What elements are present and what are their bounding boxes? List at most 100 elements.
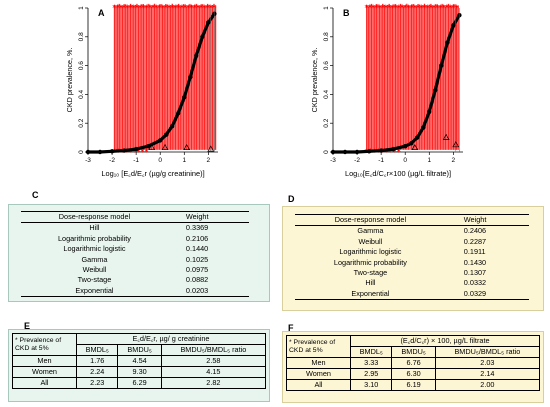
- panel-letter-c: C: [32, 190, 39, 200]
- model-name: Two-stage: [77, 275, 112, 285]
- x-tick-label: -1: [133, 157, 139, 164]
- band-star-top: ✶: [137, 3, 143, 11]
- group-header: E꜀d/E꜀r, µg/ g creatinine: [76, 333, 266, 345]
- band-star-top: ✶: [370, 3, 376, 11]
- table-f-panel: * Prevalence of CKD at 5% (E꜀d/C꜀r) × 10…: [282, 331, 544, 403]
- group-label: All: [286, 379, 351, 391]
- band-star-top: ✶: [208, 3, 214, 11]
- band-star-top: ✶: [383, 3, 389, 11]
- table-row: Logarithmic logistic 0.1440: [21, 244, 249, 254]
- x-tick-label: 1: [182, 157, 186, 164]
- band-star-top: ✶: [166, 3, 172, 11]
- model-name: Logarithmic logistic: [63, 244, 126, 254]
- x-tick-label: -2: [109, 157, 115, 164]
- model-name: Weibull: [82, 265, 107, 275]
- data-point: [409, 141, 414, 146]
- table-row: All 3.10 6.19 2.00: [286, 379, 541, 391]
- band-star-top: ✶: [156, 3, 162, 11]
- band-star-top: ✶: [131, 3, 137, 11]
- band-star-top: ✶: [415, 3, 421, 11]
- band-star-top: ✶: [402, 3, 408, 11]
- band-star-top: ✶: [428, 3, 434, 11]
- data-point: [145, 144, 151, 149]
- col-header-bmdu: BMDU₅: [117, 344, 162, 356]
- table-d-panel: Dose-response model Weight Gamma 0.2406 We…: [282, 206, 544, 311]
- bmdl-value: 2.24: [75, 366, 119, 378]
- band-star-top: ✶: [112, 3, 118, 11]
- x-tick-label: -3: [85, 157, 91, 164]
- band-star-top: ✶: [124, 3, 130, 11]
- bmd-table-f: * Prevalence of CKD at 5% (E꜀d/C꜀r) × 10…: [286, 335, 541, 391]
- data-point: [342, 149, 348, 155]
- corner-header: * Prevalence of CKD at 5%: [12, 333, 77, 356]
- table-row: Exponential 0.0329: [295, 289, 529, 300]
- band-star-top: ✶: [425, 3, 431, 11]
- table-row: Two-stage 0.0882: [21, 275, 249, 285]
- model-weight: 0.3369: [185, 223, 209, 233]
- data-point: [366, 149, 372, 154]
- table-row: Weibull 0.2287: [295, 237, 529, 247]
- table-row: Logarithmic probability 0.1430: [295, 258, 529, 268]
- band-star-top: ✶: [211, 3, 217, 11]
- band-star-top: ✶: [182, 3, 188, 11]
- bmd-table-e: * Prevalence of CKD at 5% E꜀d/E꜀r, µg/ g…: [12, 333, 267, 389]
- observed-triangle: [442, 133, 450, 140]
- table-row: Hill 0.3369: [21, 223, 249, 234]
- band-star-top: ✶: [438, 3, 444, 11]
- data-point: [206, 20, 211, 25]
- band-star-top: ✶: [431, 3, 437, 11]
- x-tick-label: -3: [330, 157, 336, 164]
- band-star-top: ✶: [405, 3, 411, 11]
- data-point: [97, 149, 103, 155]
- x-axis-label: Log₁₀ [E꜀d/E꜀r (µg/g creatinine)]: [101, 169, 204, 178]
- bmdl-value: 3.33: [349, 357, 393, 369]
- data-point: [109, 149, 115, 154]
- bmdu-value: 6.19: [391, 379, 436, 391]
- band-star-top: ✶: [173, 3, 179, 11]
- header-model: Dose-response model: [21, 211, 168, 224]
- band-star-bottom: ✶: [396, 147, 402, 155]
- data-point: [451, 23, 456, 28]
- data-point: [200, 34, 205, 39]
- y-axis-label: CKD prevalence, %.: [310, 48, 319, 113]
- x-axis-label: Log₁₀[E꜀d/C꜀r×100 (µg/L filtrate)]: [345, 169, 451, 178]
- data-point: [415, 135, 420, 140]
- observed-triangle: [411, 143, 419, 151]
- band-star-top: ✶: [198, 3, 204, 11]
- table-row: Men 3.33 6.76 2.03: [286, 357, 541, 369]
- band-star-top: ✶: [150, 3, 156, 11]
- band-star-top: ✶: [422, 3, 428, 11]
- chart-a: 00.20.40.60.81-3 -2 -1 0 1 2✶✶✶✶✶✶✶✶✶✶✶✶✶✶✶✶✶…: [65, 3, 218, 178]
- model-weight-table-d: Dose-response model Weight Gamma 0.2406 We…: [295, 214, 529, 301]
- panel-letter-d: D: [288, 194, 295, 204]
- model-weight: 0.2406: [463, 226, 487, 236]
- band-star-top: ✶: [454, 3, 460, 11]
- band-star-top: ✶: [396, 3, 402, 11]
- observed-triangle: [183, 143, 191, 151]
- col-header-bmdu: BMDU₅: [391, 346, 436, 358]
- band-star-top: ✶: [367, 3, 373, 11]
- data-point: [354, 149, 360, 155]
- table-e-panel: * Prevalence of CKD at 5% E꜀d/E꜀r, µg/ g…: [8, 329, 270, 402]
- model-name: Gamma: [81, 254, 108, 264]
- table-row: Hill 0.0332: [295, 278, 529, 288]
- band-star-top: ✶: [364, 3, 370, 11]
- y-tick-label: 0.2: [78, 118, 85, 127]
- model-name: Logarithmic probability: [57, 233, 131, 243]
- y-axis-label: CKD prevalence, %.: [65, 48, 74, 113]
- model-name: Weibull: [358, 236, 383, 246]
- data-point: [390, 146, 396, 152]
- band-star-top: ✶: [169, 3, 175, 11]
- band-star-top: ✶: [444, 3, 450, 11]
- x-tick-label: 2: [452, 157, 456, 164]
- band-star-top: ✶: [128, 3, 134, 11]
- band-star-top: ✶: [147, 3, 153, 11]
- table-row: Gamma 0.2406: [295, 226, 529, 237]
- table-row: Gamma 0.1025: [21, 255, 249, 265]
- band-star-top: ✶: [144, 3, 150, 11]
- y-tick-label: 0: [323, 150, 330, 154]
- group-label: Men: [286, 357, 351, 369]
- y-tick-label: 0.2: [323, 118, 330, 127]
- model-name: Hill: [365, 278, 376, 288]
- observed-triangle: [452, 141, 460, 148]
